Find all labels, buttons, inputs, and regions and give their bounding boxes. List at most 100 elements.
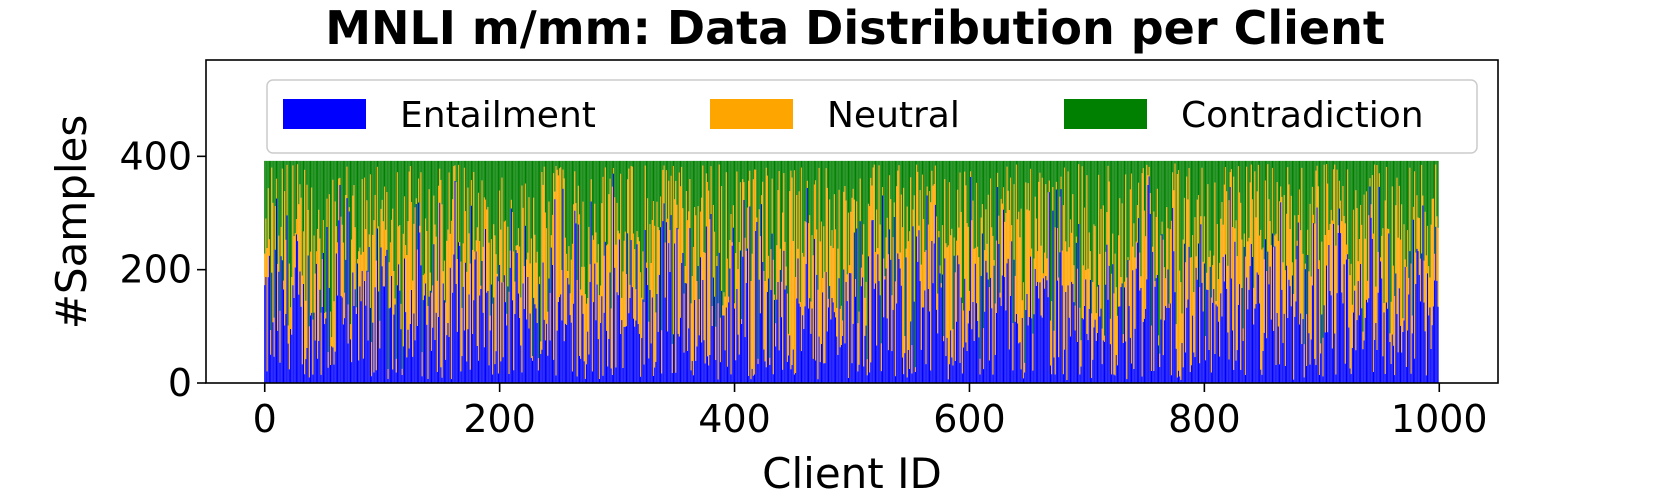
bar-segment-contradiction (860, 160, 862, 268)
bar-segment-entailment (1241, 287, 1243, 383)
bar-segment-entailment (1428, 315, 1430, 383)
bar-segment-entailment (1120, 287, 1122, 383)
bar-segment-neutral (501, 177, 503, 283)
bar-segment-contradiction (991, 160, 993, 228)
bar-segment-neutral (581, 266, 583, 296)
bar-segment-neutral (1146, 164, 1148, 280)
bar-segment-contradiction (400, 160, 402, 304)
bar-segment-entailment (1251, 256, 1254, 383)
bar-segment-neutral (526, 259, 528, 320)
bar-segment-entailment (884, 279, 886, 383)
bar-segment-entailment (473, 300, 475, 383)
bar-segment-entailment (721, 290, 723, 383)
bar-segment-neutral (1391, 186, 1393, 335)
bar-segment-entailment (1286, 265, 1288, 383)
bar-segment-entailment (1156, 274, 1158, 383)
bar-segment-neutral (785, 266, 787, 286)
bar-segment-entailment (919, 281, 921, 383)
bar-segment-neutral (798, 191, 800, 304)
bar-segment-entailment (536, 322, 538, 383)
y-tick-label: 0 (168, 361, 192, 405)
bar-segment-contradiction (855, 160, 857, 279)
bar-segment-contradiction (1427, 160, 1429, 226)
bar-segment-neutral (287, 325, 289, 344)
bar-segment-entailment (734, 308, 736, 383)
bar-segment-neutral (548, 201, 550, 279)
bar-segment-entailment (956, 321, 958, 383)
bar-segment-neutral (830, 245, 832, 320)
bar-segment-contradiction (766, 160, 768, 176)
bar-segment-entailment (1259, 303, 1261, 383)
bar-segment-entailment (265, 276, 267, 383)
bar-segment-contradiction (1342, 160, 1344, 187)
bar-segment-entailment (684, 282, 686, 383)
bar-segment-neutral (1170, 220, 1173, 376)
bar-segment-neutral (743, 182, 745, 200)
bar-segment-contradiction (1122, 160, 1124, 335)
bar-segment-neutral (1068, 247, 1070, 318)
bar-segment-entailment (800, 351, 803, 383)
bar-segment-neutral (995, 240, 997, 313)
bar-segment-contradiction (329, 160, 332, 312)
bar-segment-neutral (860, 267, 862, 287)
bar-segment-entailment (878, 281, 880, 383)
bar-segment-contradiction (1082, 160, 1084, 266)
bar-segment-entailment (329, 364, 332, 383)
bar-segment-entailment (616, 292, 618, 383)
bar-segment-contradiction (1005, 160, 1007, 213)
bar-segment-neutral (299, 184, 301, 272)
bar-segment-neutral (890, 199, 892, 260)
bar-segment-contradiction (656, 160, 658, 202)
bar-segment-neutral (1371, 175, 1373, 239)
bar-segment-neutral (1356, 208, 1358, 321)
bar-segment-entailment (366, 270, 368, 383)
bar-segment-entailment (731, 245, 733, 383)
bar-segment-entailment (1297, 222, 1299, 383)
bar-segment-neutral (591, 235, 593, 372)
bar-segment-neutral (939, 265, 941, 274)
bar-segment-contradiction (487, 160, 489, 207)
bar-segment-neutral (1188, 168, 1190, 247)
bar-segment-contradiction (432, 160, 434, 286)
bar-segment-neutral (347, 304, 349, 344)
bar-segment-contradiction (504, 160, 507, 221)
bar-segment-entailment (554, 199, 556, 383)
bar-segment-neutral (621, 297, 623, 321)
bar-segment-entailment (1152, 251, 1154, 383)
bar-segment-contradiction (374, 160, 376, 195)
bar-segment-neutral (1011, 225, 1013, 242)
bar-segment-neutral (533, 197, 535, 298)
bar-segment-neutral (784, 241, 786, 290)
bar-segment-neutral (856, 201, 858, 229)
bar-segment-contradiction (820, 160, 822, 222)
bar-segment-contradiction (1275, 160, 1277, 234)
bar-segment-neutral (630, 165, 632, 241)
bar-segment-entailment (379, 348, 381, 383)
bar-segment-neutral (601, 203, 603, 297)
bar-segment-entailment (805, 263, 807, 383)
bar-segment-neutral (304, 169, 306, 375)
bar-segment-entailment (430, 350, 433, 383)
bar-segment-contradiction (1046, 160, 1048, 259)
bar-segment-neutral (1074, 305, 1076, 331)
bar-segment-entailment (1239, 284, 1241, 383)
bar-segment-entailment (1199, 363, 1201, 383)
bar-segment-neutral (351, 239, 353, 363)
bar-segment-entailment (1322, 376, 1324, 383)
bar-segment-entailment (634, 326, 636, 383)
bar-segment-contradiction (813, 160, 815, 185)
bar-segment-contradiction (608, 160, 610, 195)
bar-segment-entailment (1105, 284, 1107, 383)
bar-segment-entailment (490, 284, 492, 383)
bar-segment-contradiction (771, 160, 773, 179)
bar-segment-neutral (1054, 227, 1056, 375)
bar-segment-contradiction (1232, 160, 1234, 228)
bar-segment-contradiction (355, 160, 357, 308)
bar-segment-neutral (966, 223, 968, 351)
bar-segment-entailment (1136, 242, 1138, 383)
bar-segment-contradiction (1396, 160, 1398, 178)
bar-segment-contradiction (385, 160, 387, 230)
bar-segment-contradiction (890, 160, 892, 200)
bar-segment-neutral (1013, 184, 1015, 260)
bar-segment-entailment (541, 349, 543, 383)
